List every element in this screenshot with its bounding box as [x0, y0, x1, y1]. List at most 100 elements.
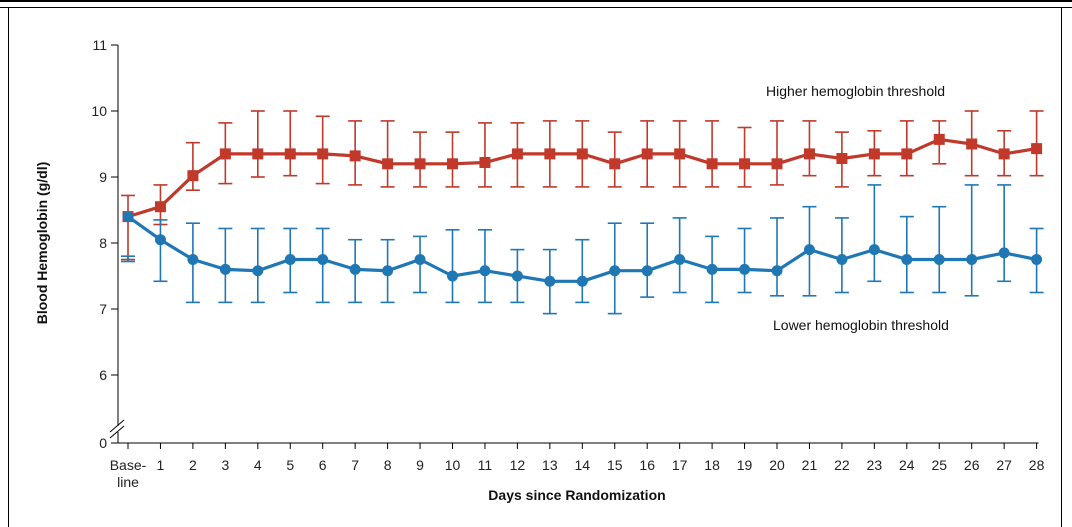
x-tick-label: Base-: [110, 457, 147, 473]
data-point-square: [933, 133, 945, 145]
series-lower-threshold: [121, 184, 1044, 315]
data-point-circle: [219, 263, 231, 275]
data-point-circle: [511, 270, 523, 282]
data-point-circle: [641, 265, 653, 277]
x-tick-label: 19: [737, 457, 753, 473]
x-tick-label: 22: [834, 457, 850, 473]
data-point-square: [706, 158, 718, 170]
data-point-square: [511, 148, 523, 160]
data-point-circle: [479, 265, 491, 277]
data-point-circle: [154, 234, 166, 246]
axis-break-mark: [109, 419, 125, 433]
data-point-circle: [382, 265, 394, 277]
data-point-circle: [966, 254, 978, 265]
data-point-circle: [187, 254, 199, 265]
data-point-circle: [349, 263, 361, 275]
data-point-square: [966, 138, 978, 150]
data-point-circle: [739, 263, 751, 275]
x-tick-label: 3: [221, 457, 229, 473]
x-tick-label: line: [117, 474, 139, 490]
data-point-square: [219, 148, 231, 160]
data-point-circle: [771, 265, 783, 277]
x-tick-label: 24: [899, 457, 915, 473]
data-point-circle: [414, 254, 426, 265]
series-layer: [121, 110, 1044, 315]
axis-break-mark: [109, 425, 125, 439]
data-point-square: [576, 148, 588, 160]
data-point-square: [1031, 143, 1043, 155]
data-point-square: [317, 148, 329, 160]
data-point-square: [836, 153, 848, 165]
data-point-circle: [836, 254, 848, 265]
top-rule: [0, 0, 1072, 2]
data-point-square: [803, 148, 815, 160]
x-tick-label: 12: [510, 457, 526, 473]
y-tick-label: 8: [99, 235, 107, 251]
x-tick-label: 28: [1029, 457, 1045, 473]
x-tick-label: 23: [867, 457, 883, 473]
x-tick-label: 10: [445, 457, 461, 473]
x-tick-label: 14: [575, 457, 591, 473]
data-point-circle: [933, 254, 945, 265]
data-point-circle: [252, 265, 264, 277]
data-point-square: [414, 158, 426, 170]
data-point-circle: [803, 244, 815, 256]
data-point-square: [609, 158, 621, 170]
data-point-circle: [609, 265, 621, 277]
y-tick-label: 6: [99, 367, 107, 383]
data-point-square: [739, 158, 751, 170]
data-point-circle: [868, 244, 880, 256]
series-higher-threshold: [121, 110, 1044, 261]
x-tick-label: 9: [416, 457, 424, 473]
x-tick-label: 5: [286, 457, 294, 473]
data-point-circle: [576, 275, 588, 287]
data-point-square: [998, 148, 1010, 160]
data-point-circle: [447, 270, 458, 282]
data-point-square: [868, 148, 880, 160]
data-point-square: [641, 148, 653, 160]
data-point-square: [479, 156, 491, 168]
y-tick-label: 7: [99, 301, 107, 317]
x-tick-label: 26: [964, 457, 980, 473]
x-tick-label: 7: [351, 457, 359, 473]
x-tick-label: 4: [254, 457, 262, 473]
lower-threshold-label: Lower hemoglobin threshold: [773, 317, 949, 333]
x-tick-label: 16: [639, 457, 655, 473]
data-point-square: [901, 148, 913, 160]
x-tick-label: 21: [802, 457, 818, 473]
x-tick-label: 2: [189, 457, 197, 473]
x-tick-label: 17: [672, 457, 688, 473]
x-tick-label: 18: [704, 457, 720, 473]
data-point-square: [447, 158, 458, 170]
x-tick-label: 15: [607, 457, 623, 473]
x-axis-title: Days since Randomization: [488, 487, 665, 503]
data-point-square: [544, 148, 556, 160]
x-tick-label: 13: [542, 457, 558, 473]
data-point-circle: [544, 275, 556, 287]
data-point-square: [187, 170, 199, 182]
data-point-circle: [901, 254, 913, 265]
data-point-square: [154, 201, 166, 213]
data-point-square: [382, 158, 394, 170]
y-tick-label: 10: [91, 103, 107, 119]
data-point-square: [771, 158, 783, 170]
data-point-square: [349, 150, 361, 162]
data-point-circle: [284, 254, 296, 265]
x-tick-label: 8: [384, 457, 392, 473]
data-point-square: [674, 148, 686, 160]
y-tick-label: 11: [92, 37, 107, 53]
data-point-square: [252, 148, 264, 160]
x-tick-label: 6: [319, 457, 327, 473]
y-tick-label: 0: [99, 435, 107, 451]
data-point-circle: [706, 263, 718, 275]
data-point-square: [284, 148, 296, 160]
x-tick-label: 25: [931, 457, 947, 473]
y-axis-ticks: 0 6 7 8 9 10 11: [91, 37, 118, 451]
data-point-circle: [122, 211, 134, 223]
data-point-circle: [998, 247, 1010, 259]
x-tick-label: 1: [157, 457, 165, 473]
top-rule-inner: [0, 7, 1072, 8]
